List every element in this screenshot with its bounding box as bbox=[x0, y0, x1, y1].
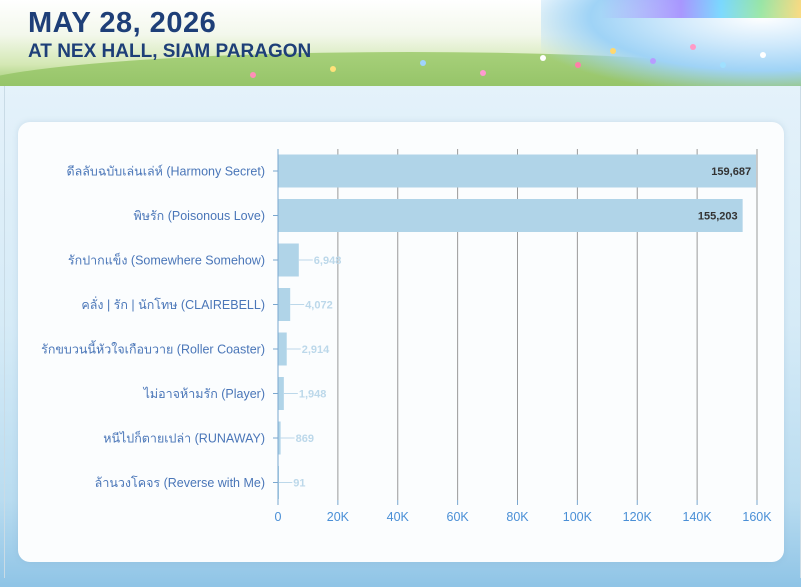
category-label: คลั่ง | รัก | นักโทษ (CLAIREBELL) bbox=[81, 296, 265, 312]
x-tick-label: 20K bbox=[327, 510, 350, 524]
bars bbox=[273, 154, 757, 499]
x-tick-label: 100K bbox=[563, 510, 593, 524]
x-tick-label: 120K bbox=[623, 510, 653, 524]
category-label: รักขบวนนี้หัวใจเกือบวาย (Roller Coaster) bbox=[41, 340, 265, 357]
x-tick-label: 0 bbox=[275, 510, 282, 524]
category-label: ล้านวงโคจร (Reverse with Me) bbox=[95, 475, 265, 490]
category-label: ดีลลับฉบับเล่นเล่ห์ (Harmony Secret) bbox=[66, 165, 265, 179]
event-banner: MAY 28, 2026 AT NEX HALL, SIAM PARAGON bbox=[0, 0, 801, 86]
x-axis-ticks: 0 20K 40K 60K 80K 100K 120K 140K 160K bbox=[275, 500, 772, 524]
data-label: 2,914 bbox=[302, 344, 330, 356]
bar bbox=[278, 199, 743, 232]
data-label: 869 bbox=[296, 433, 314, 445]
data-label: 155,203 bbox=[698, 211, 738, 223]
bar bbox=[278, 288, 291, 321]
bar bbox=[278, 243, 299, 277]
data-label: 1,948 bbox=[299, 389, 327, 401]
chart-card: ดีลลับฉบับเล่นเล่ห์ (Harmony Secret) 159,… bbox=[18, 122, 784, 562]
bar-chart: ดีลลับฉบับเล่นเล่ห์ (Harmony Secret) 159,… bbox=[41, 149, 772, 524]
event-venue: AT NEX HALL, SIAM PARAGON bbox=[28, 41, 312, 62]
x-tick-label: 160K bbox=[742, 510, 772, 524]
flower-icon bbox=[540, 55, 546, 61]
flower-icon bbox=[575, 62, 581, 68]
flower-icon bbox=[330, 66, 336, 72]
x-tick-label: 60K bbox=[447, 510, 470, 524]
flower-icon bbox=[610, 48, 616, 54]
data-label: 91 bbox=[293, 478, 305, 490]
flower-icon bbox=[250, 72, 256, 78]
flower-icon bbox=[420, 60, 426, 66]
x-tick-label: 40K bbox=[387, 510, 410, 524]
category-label: พิษรัก (Poisonous Love) bbox=[133, 209, 265, 223]
category-label: ไม่อาจห้ามรัก (Player) bbox=[143, 387, 265, 401]
data-label: 4,072 bbox=[305, 300, 333, 312]
banner-rainbow bbox=[601, 0, 801, 18]
category-labels: ดีลลับฉบับเล่นเล่ห์ (Harmony Secret) 159,… bbox=[41, 165, 751, 491]
bar bbox=[278, 332, 287, 366]
bar bbox=[278, 421, 281, 455]
flower-icon bbox=[480, 70, 486, 76]
x-tick-label: 140K bbox=[683, 510, 713, 524]
data-label: 6,948 bbox=[314, 255, 342, 267]
flower-icon bbox=[690, 44, 696, 50]
category-label: หนีไปก็ตายเปล่า (RUNAWAY) bbox=[103, 431, 265, 446]
x-tick-label: 80K bbox=[506, 510, 529, 524]
flower-icon bbox=[720, 62, 726, 68]
bar bbox=[278, 154, 757, 188]
data-label: 159,687 bbox=[711, 166, 751, 178]
flower-icon bbox=[650, 58, 656, 64]
category-label: รักปากแข็ง (Somewhere Somehow) bbox=[68, 253, 265, 268]
bar bbox=[278, 377, 284, 410]
flower-icon bbox=[760, 52, 766, 58]
event-date: MAY 28, 2026 bbox=[28, 7, 217, 39]
